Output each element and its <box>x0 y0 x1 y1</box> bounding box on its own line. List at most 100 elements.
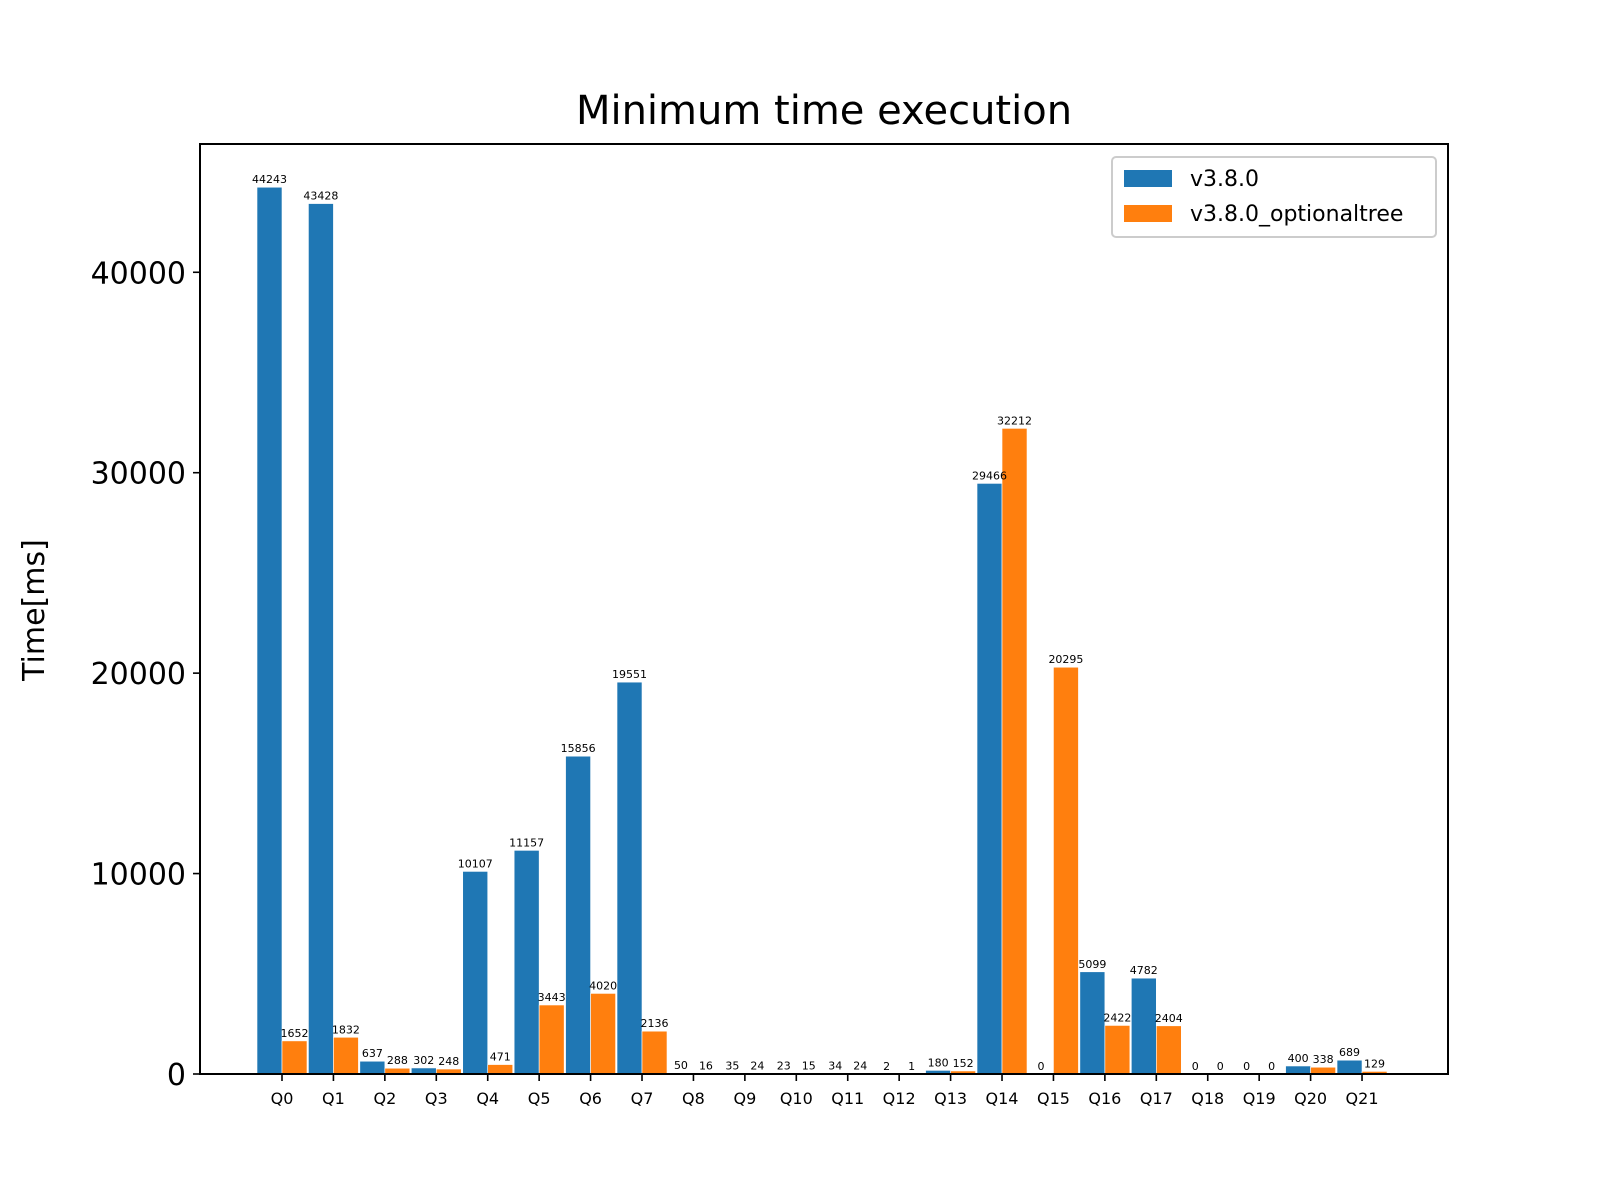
data-label-q10-series-1: 15 <box>802 1060 816 1073</box>
x-tick-label-q1: Q1 <box>322 1089 345 1108</box>
data-label-q18-series-1: 0 <box>1217 1060 1224 1073</box>
x-tick-label-q6: Q6 <box>579 1089 602 1108</box>
bars-group <box>256 186 1388 1075</box>
data-label-q0-series-1: 1652 <box>281 1027 309 1040</box>
x-tick-label-q16: Q16 <box>1088 1089 1121 1108</box>
x-tick-label-q2: Q2 <box>373 1089 396 1108</box>
bar-q6-series-0 <box>565 755 591 1075</box>
data-label-q3-series-0: 302 <box>413 1054 434 1067</box>
data-label-q14-series-1: 32212 <box>997 414 1032 427</box>
y-axis-ticks: 0 10000 20000 30000 40000 <box>91 256 200 1093</box>
data-label-q4-series-1: 471 <box>490 1051 511 1064</box>
data-label-q20-series-0: 400 <box>1288 1052 1309 1065</box>
data-label-q17-series-0: 4782 <box>1130 964 1158 977</box>
data-label-q14-series-0: 29466 <box>972 469 1007 482</box>
data-label-q16-series-1: 2422 <box>1103 1011 1131 1024</box>
data-label-q6-series-1: 4020 <box>589 979 617 992</box>
bar-q4-series-1 <box>487 1064 514 1075</box>
bar-q20-series-0 <box>1285 1065 1311 1075</box>
x-tick-label-q9: Q9 <box>733 1089 756 1108</box>
y-tick-label-0: 0 <box>167 1058 186 1093</box>
bar-q16-series-1 <box>1104 1025 1131 1075</box>
y-axis-label: Time[ms] <box>17 539 52 682</box>
legend-label-series-1: v3.8.0_optionaltree <box>1190 202 1403 227</box>
x-tick-label-q21: Q21 <box>1346 1089 1379 1108</box>
bar-q20-series-1 <box>1310 1066 1336 1075</box>
data-label-q9-series-1: 24 <box>750 1060 764 1073</box>
y-tick-label-20000: 20000 <box>91 657 186 692</box>
data-label-q21-series-1: 129 <box>1364 1057 1385 1070</box>
data-label-q8-series-0: 50 <box>674 1059 688 1072</box>
bar-q2-series-0 <box>359 1060 386 1075</box>
data-label-q5-series-0: 11157 <box>509 836 544 849</box>
legend-swatch-series-1 <box>1124 205 1172 222</box>
data-label-q13-series-1: 152 <box>953 1057 974 1070</box>
x-tick-label-q14: Q14 <box>986 1089 1019 1108</box>
x-tick-label-q8: Q8 <box>682 1089 705 1108</box>
bar-q21-series-0 <box>1336 1059 1363 1075</box>
x-tick-label-q11: Q11 <box>831 1089 864 1108</box>
data-label-q20-series-1: 338 <box>1313 1053 1334 1066</box>
bar-q17-series-0 <box>1131 977 1157 1075</box>
data-label-q4-series-0: 10107 <box>458 857 493 870</box>
x-tick-label-q20: Q20 <box>1294 1089 1327 1108</box>
x-tick-label-q18: Q18 <box>1191 1089 1224 1108</box>
bar-q15-series-1 <box>1053 666 1079 1075</box>
x-tick-label-q10: Q10 <box>780 1089 813 1108</box>
data-label-q12-series-1: 1 <box>908 1060 915 1073</box>
bar-q1-series-1 <box>333 1036 359 1075</box>
data-label-q19-series-0: 0 <box>1243 1060 1250 1073</box>
x-tick-label-q7: Q7 <box>631 1089 654 1108</box>
x-tick-label-q13: Q13 <box>934 1089 967 1108</box>
data-label-q12-series-0: 2 <box>883 1060 890 1073</box>
x-tick-label-q15: Q15 <box>1037 1089 1070 1108</box>
legend-swatch-series-0 <box>1124 170 1172 187</box>
data-label-q1-series-1: 1832 <box>332 1023 360 1036</box>
data-label-q3-series-1: 248 <box>438 1055 459 1068</box>
data-label-q17-series-1: 2404 <box>1155 1012 1183 1025</box>
x-tick-label-q17: Q17 <box>1140 1089 1173 1108</box>
bar-q6-series-1 <box>590 993 616 1075</box>
data-label-q7-series-1: 2136 <box>641 1017 669 1030</box>
data-label-q8-series-1: 16 <box>699 1060 713 1073</box>
bar-q5-series-0 <box>513 850 540 1075</box>
data-label-q5-series-1: 3443 <box>538 991 566 1004</box>
y-tick-label-40000: 40000 <box>91 256 186 291</box>
x-tick-label-q3: Q3 <box>425 1089 448 1108</box>
bar-q5-series-1 <box>538 1004 565 1075</box>
data-label-q10-series-0: 23 <box>777 1060 791 1073</box>
plot-area-frame <box>199 143 1449 1075</box>
data-label-q16-series-0: 5099 <box>1078 958 1106 971</box>
x-tick-label-q4: Q4 <box>476 1089 499 1108</box>
x-tick-label-q5: Q5 <box>528 1089 551 1108</box>
bar-q0-series-1 <box>281 1040 308 1075</box>
data-label-q1-series-0: 43428 <box>303 190 338 203</box>
data-label-q18-series-0: 0 <box>1192 1060 1199 1073</box>
x-tick-label-q12: Q12 <box>883 1089 916 1108</box>
y-tick-label-30000: 30000 <box>91 457 186 492</box>
x-axis-ticks: Q0 Q1 Q2 Q3 Q4 Q5 Q6 Q7 Q8 Q9 Q10 Q11 Q12 Q13 Q14 Q15 Q1… <box>271 1074 1379 1108</box>
bar-q17-series-1 <box>1156 1025 1182 1075</box>
data-label-q21-series-0: 689 <box>1339 1046 1360 1059</box>
data-label-q6-series-0: 15856 <box>561 742 596 755</box>
data-label-q11-series-0: 34 <box>828 1059 842 1072</box>
bar-q7-series-0 <box>616 681 643 1075</box>
data-label-q9-series-0: 35 <box>725 1059 739 1072</box>
data-label-q11-series-1: 24 <box>853 1060 867 1073</box>
bar-q16-series-0 <box>1079 971 1106 1075</box>
data-label-q2-series-1: 288 <box>387 1054 408 1067</box>
y-tick-label-10000: 10000 <box>91 858 186 893</box>
x-tick-label-q0: Q0 <box>271 1089 294 1108</box>
bar-q14-series-1 <box>1001 428 1028 1075</box>
legend: v3.8.0 v3.8.0_optionaltree <box>1111 156 1437 238</box>
bar-q0-series-0 <box>256 186 283 1075</box>
data-label-q7-series-0: 19551 <box>612 668 647 681</box>
bar-q7-series-1 <box>641 1030 668 1075</box>
bar-q14-series-0 <box>976 483 1003 1075</box>
legend-box <box>1111 156 1437 238</box>
data-label-q2-series-0: 637 <box>362 1047 383 1060</box>
data-label-q0-series-0: 44243 <box>252 173 287 186</box>
x-tick-label-q19: Q19 <box>1243 1089 1276 1108</box>
data-label-q19-series-1: 0 <box>1268 1060 1275 1073</box>
